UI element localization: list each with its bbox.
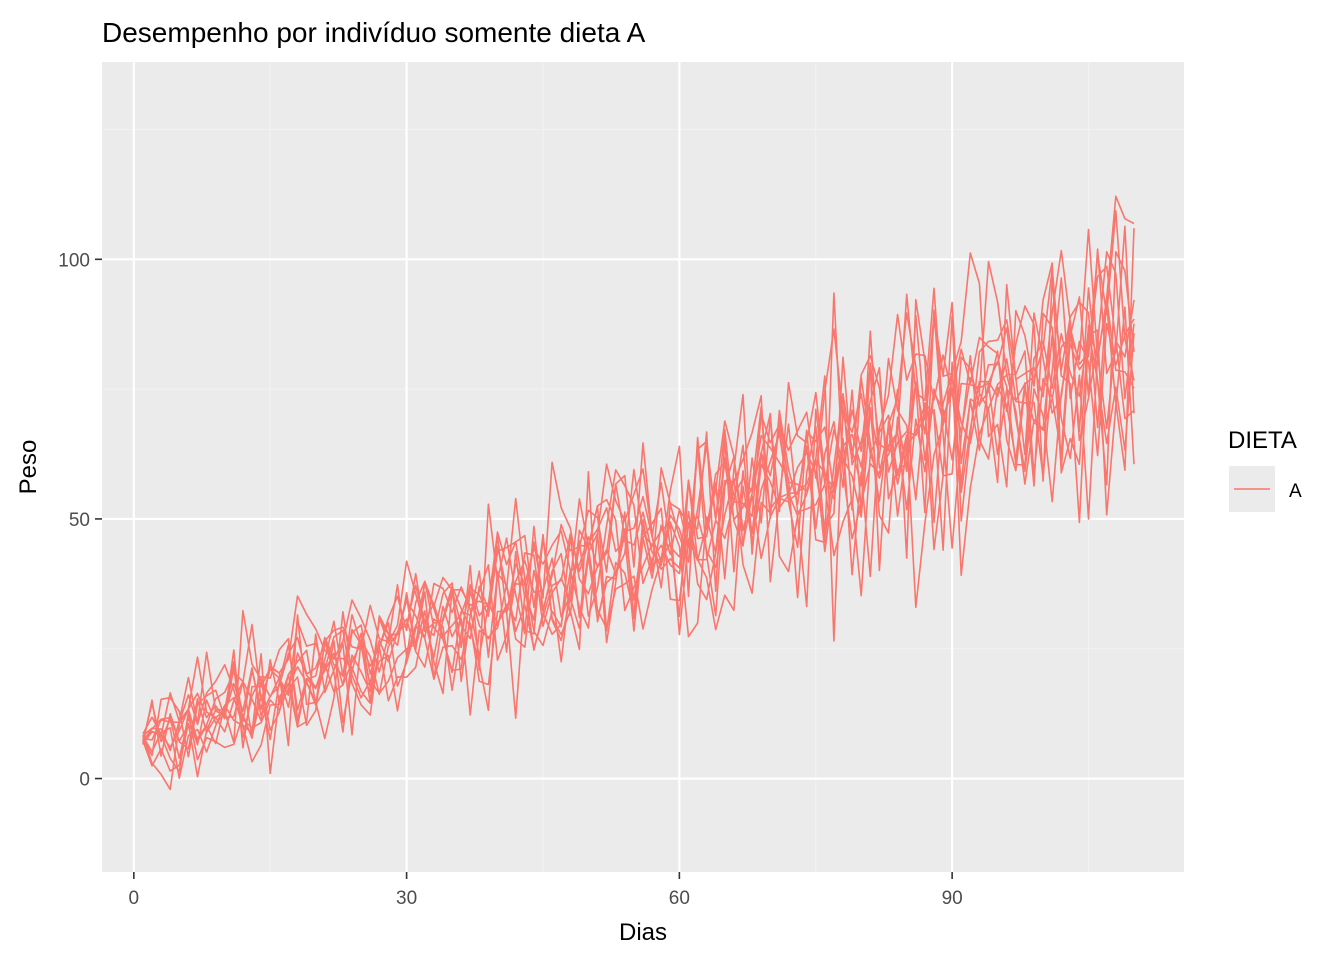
y-tick-label: 100	[58, 250, 90, 271]
x-tick-label: 90	[942, 888, 963, 909]
chart-title: Desempenho por indivíduo somente dieta A	[102, 17, 646, 48]
legend-title: DIETA	[1228, 427, 1297, 454]
x-axis: 0 30 60 90	[129, 872, 963, 909]
series-line-individual	[142, 267, 1135, 773]
series-line-individual	[142, 252, 1135, 757]
y-tick-label: 0	[79, 770, 90, 791]
plot-panel	[102, 62, 1184, 872]
series-line-individual	[142, 292, 1135, 748]
x-tick-label: 0	[129, 888, 140, 909]
y-axis-title: Peso	[15, 440, 42, 495]
series-line-individual	[142, 260, 1135, 758]
grid-minor	[102, 62, 1184, 872]
legend: DIETA A	[1228, 427, 1302, 512]
legend-label-a: A	[1289, 481, 1302, 502]
x-tick-label: 30	[396, 888, 417, 909]
y-axis: 0 50 100	[58, 250, 102, 791]
x-axis-title: Dias	[619, 919, 667, 946]
series-line-individual	[142, 195, 1135, 749]
y-tick-label: 50	[69, 510, 90, 531]
series-lines	[142, 195, 1135, 791]
x-tick-label: 60	[669, 888, 690, 909]
series-line-individual	[142, 225, 1135, 779]
